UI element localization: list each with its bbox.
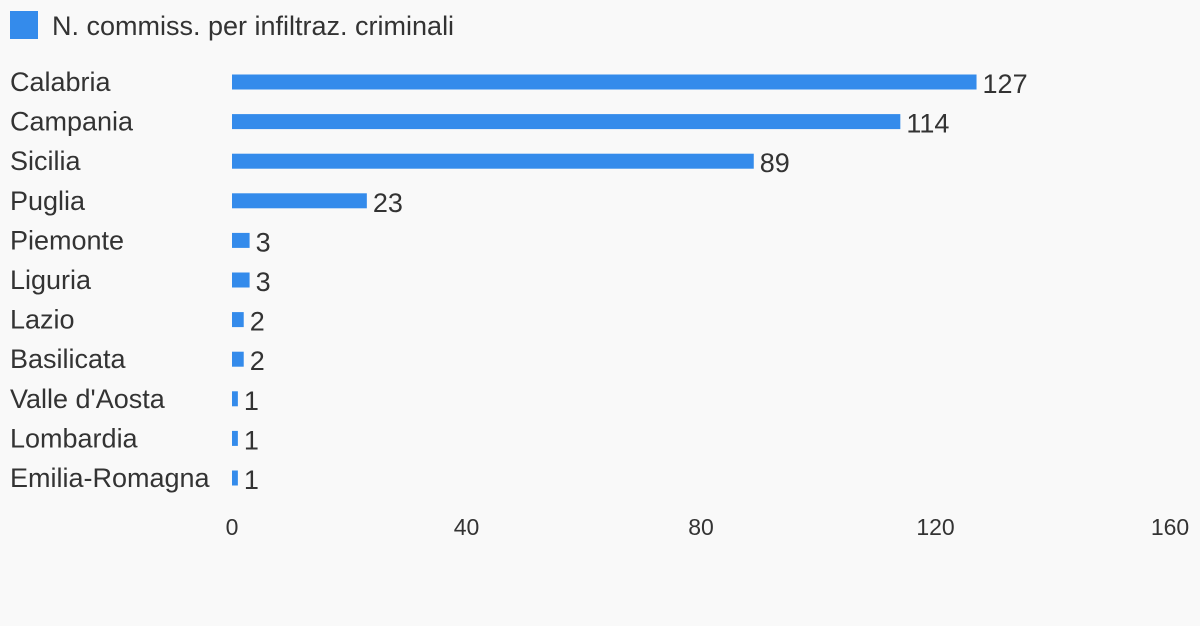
category-label: Valle d'Aosta — [10, 384, 166, 414]
bar-value-label: 89 — [760, 148, 790, 178]
legend-swatch — [10, 11, 38, 39]
bar — [232, 114, 901, 130]
category-label: Lazio — [10, 305, 75, 335]
category-label: Liguria — [10, 265, 92, 295]
category-label: Emilia-Romagna — [10, 463, 211, 493]
category-label: Puglia — [10, 186, 86, 216]
bar-value-label: 2 — [250, 307, 265, 337]
bar-value-label: 127 — [983, 69, 1028, 99]
bar-value-label: 1 — [244, 386, 259, 416]
bar-value-label: 23 — [373, 188, 403, 218]
category-label: Calabria — [10, 67, 112, 97]
category-label: Sicilia — [10, 146, 82, 176]
category-label: Basilicata — [10, 344, 127, 374]
category-label: Piemonte — [10, 225, 124, 255]
bar-value-label: 114 — [906, 109, 949, 139]
bar-value-label: 2 — [250, 346, 265, 376]
bar — [232, 272, 250, 288]
bar — [232, 470, 238, 486]
chart-legend: N. commiss. per infiltraz. criminali — [10, 8, 454, 44]
bar — [232, 153, 754, 169]
category-label: Lombardia — [10, 423, 139, 453]
bar — [232, 232, 250, 248]
bar — [232, 312, 244, 328]
bar — [232, 351, 244, 367]
bar-value-label: 1 — [244, 465, 259, 495]
x-tick-label: 120 — [916, 514, 954, 540]
x-tick-label: 40 — [454, 514, 480, 540]
bar — [232, 193, 367, 209]
bar-value-label: 3 — [256, 227, 271, 257]
bar-value-label: 1 — [244, 425, 259, 455]
legend-label: N. commiss. per infiltraz. criminali — [52, 10, 455, 41]
x-tick-label: 80 — [688, 514, 714, 540]
bar — [232, 391, 238, 407]
bar — [232, 430, 238, 446]
category-label: Campania — [10, 107, 134, 137]
bar-value-label: 3 — [256, 267, 271, 297]
x-tick-label: 160 — [1151, 514, 1189, 540]
x-tick-label: 0 — [226, 514, 239, 540]
bar — [232, 74, 977, 90]
